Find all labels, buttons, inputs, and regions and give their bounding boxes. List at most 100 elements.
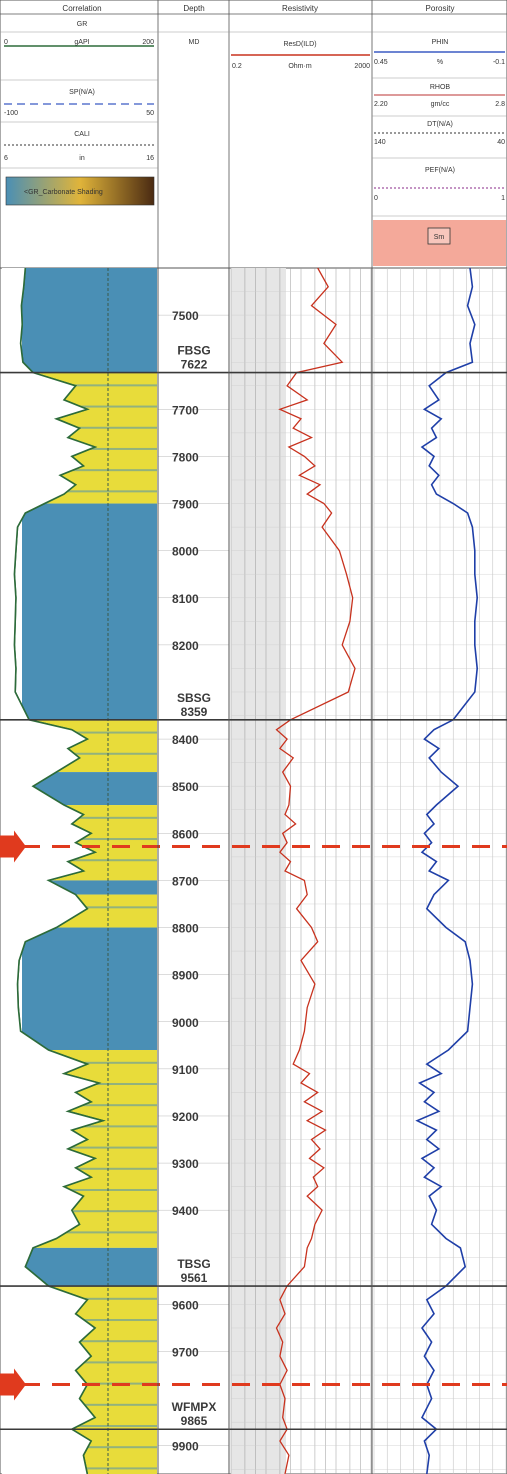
- depth-label: 7700: [172, 403, 199, 417]
- rhob-name: RHOB: [430, 84, 451, 91]
- dt-curve-header: DT(N/A) 140 40: [374, 121, 505, 146]
- marker-lines: [0, 830, 507, 1401]
- porosity-track: [373, 267, 507, 1474]
- lithology-stripe: [22, 1125, 157, 1128]
- rhob-curve-header: RHOB 2.20 gm/cc 2.8: [374, 84, 505, 108]
- pef-min: 0: [374, 195, 378, 202]
- lithology-stripe: [22, 1319, 157, 1322]
- marker-arrow-icon: [0, 830, 26, 863]
- gr-curve-line: [13, 267, 106, 1474]
- depth-label: 9000: [172, 1016, 199, 1030]
- gr-left-fill: [2, 268, 103, 1474]
- marker-arrow-icon: [0, 1368, 26, 1401]
- resistivity-curve-header: ResD(ILD) 0.2 Ohm·m 2000: [231, 41, 370, 70]
- lithology-interval-10: [22, 1247, 157, 1287]
- resd-min: 0.2: [232, 63, 242, 70]
- lithology-stripe: [22, 752, 157, 755]
- formation-name: FBSG: [177, 344, 210, 358]
- nphi-name: PHIN: [432, 39, 449, 46]
- nphi-curve: [415, 267, 479, 1474]
- cali-unit: in: [79, 155, 85, 162]
- lithology-stripe: [22, 384, 157, 387]
- depth-label: 8800: [172, 922, 199, 936]
- shading-label: <GR_Carbonate Shading: [24, 189, 103, 196]
- correlation-track: [2, 267, 157, 1474]
- lithology-stripe: [22, 1361, 157, 1364]
- depth-track: 7500 7700 7800 7900 8000 8100 8200 8400 8500 8600…: [158, 309, 229, 1454]
- nphi-max: -0.1: [493, 59, 505, 66]
- cali-min: 6: [4, 155, 8, 162]
- lithology-stripe: [22, 1167, 157, 1170]
- sp-max: 50: [146, 110, 154, 117]
- lithology-stripe: [22, 731, 157, 734]
- dt-name: DT(N/A): [427, 121, 453, 128]
- depth-label: 7900: [172, 498, 199, 512]
- gr-min: 0: [4, 39, 8, 46]
- depth-label: 9100: [172, 1063, 199, 1077]
- depth-label: 9600: [172, 1298, 199, 1312]
- lithology-stripe: [22, 1104, 157, 1107]
- gr-unit: gAPI: [74, 39, 89, 46]
- nphi-curve-header: PHIN 0.45 % -0.1: [374, 39, 505, 66]
- pef-name: PEF(N/A): [425, 167, 455, 174]
- cali-name: CALI: [74, 131, 90, 138]
- lithology-stripe: [22, 1146, 157, 1149]
- lithology-stripe: [22, 906, 157, 909]
- resd-unit: Ohm·m: [288, 63, 312, 70]
- lithology-stripe: [22, 1297, 157, 1300]
- resistivity-shade: [231, 268, 286, 1474]
- depth-label: 8700: [172, 874, 199, 888]
- gr-name: GR: [77, 21, 88, 28]
- dt-min: 140: [374, 139, 386, 146]
- nphi-min: 0.45: [374, 59, 388, 66]
- depth-label: 7500: [172, 309, 199, 323]
- lithology-interval-0: [22, 268, 157, 373]
- dt-max: 40: [497, 139, 505, 146]
- depth-label: 9300: [172, 1157, 199, 1171]
- track-title-correlation: Correlation: [62, 4, 101, 13]
- resd-name: ResD(ILD): [283, 41, 316, 48]
- depth-label: 8200: [172, 639, 199, 653]
- lithology-stripe: [22, 405, 157, 408]
- lithology-stripe: [22, 1061, 157, 1064]
- formation-depth: 9561: [181, 1271, 208, 1285]
- formation-name: SBSG: [177, 691, 211, 705]
- lithology-stripe: [22, 1340, 157, 1343]
- cali-max: 16: [146, 155, 154, 162]
- track-title-resistivity: Resistivity: [282, 4, 318, 13]
- lithology-stripe: [22, 469, 157, 472]
- nphi-unit: %: [437, 59, 443, 66]
- lithology-stripe: [22, 1403, 157, 1406]
- lithology-stripe: [22, 426, 157, 429]
- log-header: Correlation Depth Resistivity Porosity G…: [0, 0, 507, 269]
- formation-depth: 7622: [181, 358, 208, 372]
- lithology-stripe: [22, 1425, 157, 1428]
- depth-label: 9200: [172, 1110, 199, 1124]
- lithology-stripe: [22, 1210, 157, 1213]
- porosity-fill-legend: Sm: [373, 220, 506, 266]
- cali-curve-header: CALI 6 in 16: [4, 131, 154, 162]
- formation-depth: 9865: [181, 1414, 208, 1428]
- gr-max: 200: [142, 39, 154, 46]
- lithology-stripe: [22, 1446, 157, 1449]
- lithology-stripe: [22, 816, 157, 819]
- depth-label: 9700: [172, 1346, 199, 1360]
- depth-label: 8500: [172, 780, 199, 794]
- formation-depth: 8359: [181, 705, 208, 719]
- lithology-stripe: [22, 1231, 157, 1234]
- track-title-depth: Depth: [183, 4, 204, 13]
- fill-label: Sm: [434, 234, 445, 241]
- lithology-stripe: [22, 838, 157, 841]
- lithology-stripe: [22, 859, 157, 862]
- rhob-min: 2.20: [374, 101, 388, 108]
- gr-curve-header: GR 0 gAPI 200: [4, 21, 154, 47]
- resd-max: 2000: [354, 63, 370, 70]
- formation-name: TBSG: [177, 1257, 210, 1271]
- lithology-interval-8: [22, 927, 157, 1051]
- depth-label: 8100: [172, 592, 199, 606]
- depth-label: 8600: [172, 827, 199, 841]
- lithology-interval-2: [22, 503, 157, 720]
- gr-shading-legend: <GR_Carbonate Shading: [5, 176, 155, 206]
